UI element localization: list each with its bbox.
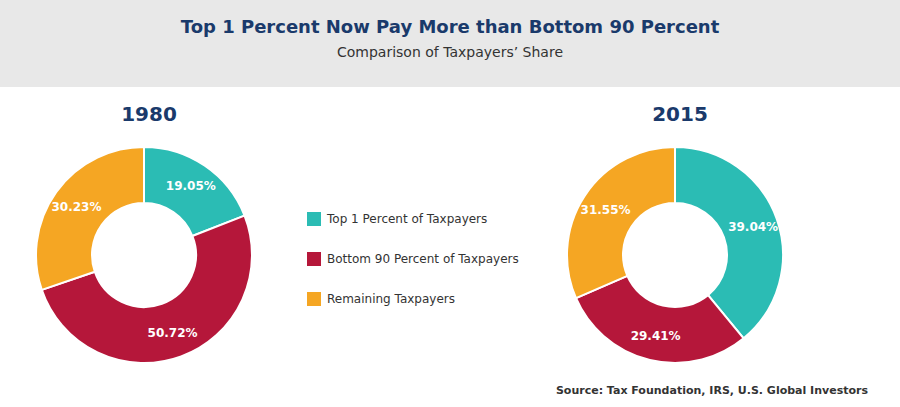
svg-text:Top 1 Percent Now Pay More tha: Top 1 Percent Now Pay More than Bottom 9… [181,16,720,37]
svg-text:29.41%: 29.41% [631,329,681,343]
svg-text:Bottom 90 Percent of Taxpayers: Bottom 90 Percent of Taxpayers [327,252,519,266]
svg-text:1980: 1980 [121,102,177,126]
svg-text:Top 1 Percent of Taxpayers: Top 1 Percent of Taxpayers [326,212,487,226]
svg-text:19.05%: 19.05% [166,179,216,193]
svg-text:50.72%: 50.72% [148,326,198,340]
svg-text:Remaining Taxpayers: Remaining Taxpayers [327,292,455,306]
svg-text:30.23%: 30.23% [52,200,102,214]
svg-text:Tax Foundation, IRS, U.S. Glob: Tax Foundation, IRS, U.S. Global Investo… [603,384,868,397]
svg-text:31.55%: 31.55% [581,203,631,217]
svg-text:Comparison of Taxpayers’ Share: Comparison of Taxpayers’ Share [337,44,563,60]
svg-text:Source:: Source: [556,384,603,397]
svg-text:2015: 2015 [652,102,708,126]
svg-text:39.04%: 39.04% [728,220,778,234]
